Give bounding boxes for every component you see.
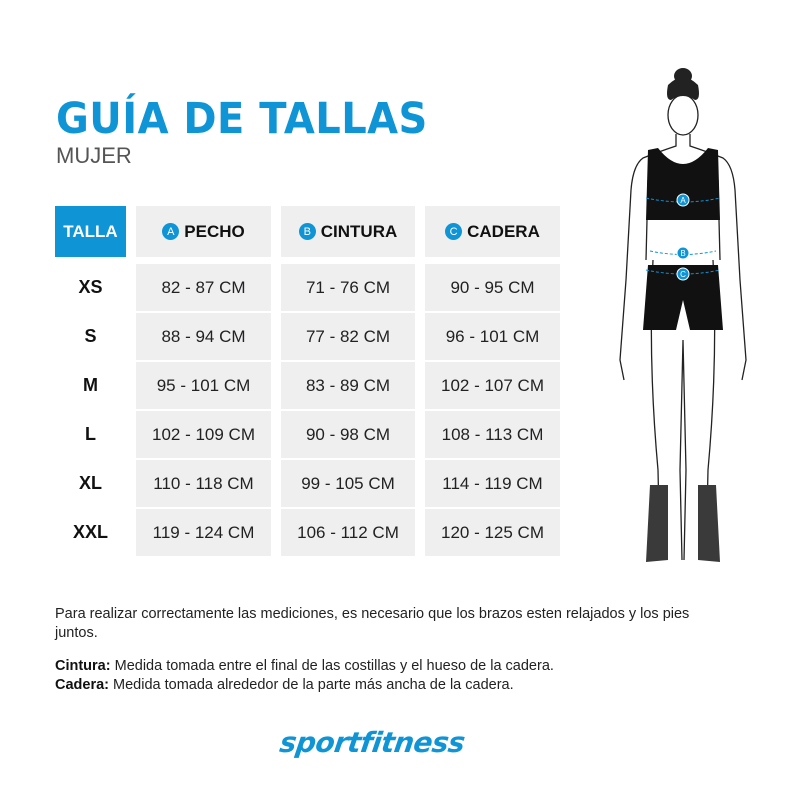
cadera-definition: Cadera: Medida tomada alrededor de la pa… <box>55 676 554 695</box>
size-label: XXL <box>55 509 126 556</box>
measurement-cell: 90 - 98 CM <box>281 411 415 458</box>
marker-b-icon: B <box>676 246 690 260</box>
measurement-cell: 110 - 118 CM <box>136 460 271 507</box>
svg-text:C: C <box>680 270 686 279</box>
measurement-cell: 120 - 125 CM <box>425 509 560 556</box>
measurement-cell: 102 - 109 CM <box>136 411 271 458</box>
size-label: S <box>55 313 126 360</box>
cadera-text: Medida tomada alrededor de la parte más … <box>109 677 514 693</box>
header-talla: TALLA <box>55 206 126 257</box>
body-figure-illustration: A B C <box>598 30 768 575</box>
size-label: XL <box>55 460 126 507</box>
svg-text:A: A <box>680 196 686 205</box>
size-label: XS <box>55 264 126 311</box>
header-label: CINTURA <box>320 221 398 241</box>
measurement-cell: 102 - 107 CM <box>425 362 560 409</box>
measurement-cell: 90 - 95 CM <box>425 264 560 311</box>
sportfitness-logo: sportfitness <box>277 726 467 759</box>
measurement-instructions: Para realizar correctamente las medicion… <box>55 606 690 641</box>
size-table: TALLA A PECHO B CINTURA C CADERA XS 82 - 87 … <box>55 206 560 556</box>
measurement-cell: 96 - 101 CM <box>425 313 560 360</box>
page-subtitle: MUJER <box>56 143 132 168</box>
measurement-cell: 82 - 87 CM <box>136 264 271 311</box>
header-cadera: C CADERA <box>425 206 560 257</box>
measurement-cell: 106 - 112 CM <box>281 509 415 556</box>
page-title: GUÍA DE TALLAS <box>56 94 428 144</box>
header-cintura: B CINTURA <box>281 206 415 257</box>
header-pecho: A PECHO <box>136 206 271 257</box>
size-label: L <box>55 411 126 458</box>
definitions: Cintura: Medida tomada entre el final de… <box>55 657 554 695</box>
measurement-cell: 119 - 124 CM <box>136 509 271 556</box>
badge-a-icon: A <box>162 223 180 240</box>
measurement-cell: 83 - 89 CM <box>281 362 415 409</box>
measurement-cell: 88 - 94 CM <box>136 313 271 360</box>
measurement-cell: 108 - 113 CM <box>425 411 560 458</box>
cintura-definition: Cintura: Medida tomada entre el final de… <box>55 657 554 676</box>
marker-a-icon: A <box>676 193 690 207</box>
badge-b-icon: B <box>298 223 316 240</box>
svg-text:B: B <box>680 249 685 258</box>
cadera-label: Cadera: <box>55 677 109 693</box>
measurement-cell: 114 - 119 CM <box>425 460 560 507</box>
measurement-cell: 99 - 105 CM <box>281 460 415 507</box>
measurement-cell: 77 - 82 CM <box>281 313 415 360</box>
badge-c-icon: C <box>445 223 463 240</box>
header-label: PECHO <box>184 221 245 241</box>
size-label: M <box>55 362 126 409</box>
marker-c-icon: C <box>676 267 690 281</box>
cintura-text: Medida tomada entre el final de las cost… <box>110 658 554 674</box>
measurement-cell: 95 - 101 CM <box>136 362 271 409</box>
measurement-cell: 71 - 76 CM <box>281 264 415 311</box>
cintura-label: Cintura: <box>55 658 111 674</box>
header-label: CADERA <box>467 221 540 241</box>
